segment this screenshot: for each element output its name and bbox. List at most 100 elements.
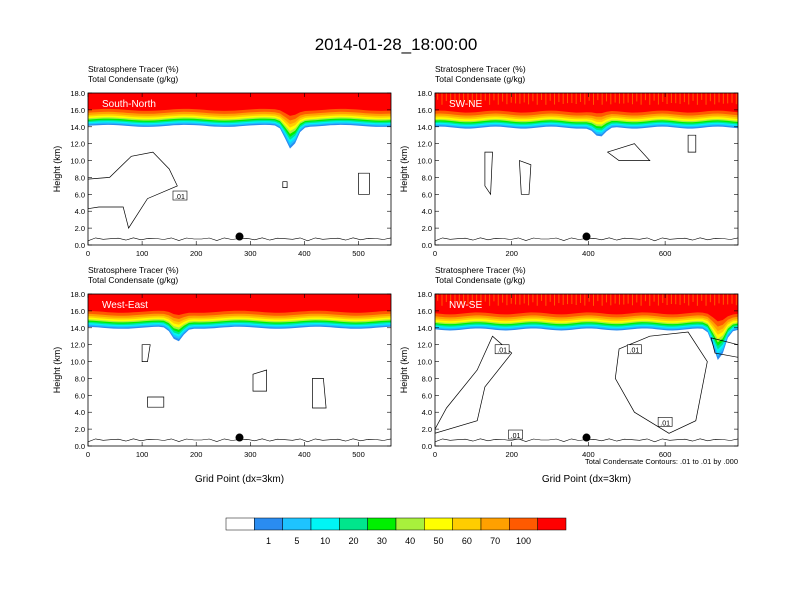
- tracer-streak: [601, 93, 603, 105]
- y-tick-label: 0.0: [75, 442, 85, 451]
- plot-area: .01: [88, 93, 391, 245]
- x-tick-label: 400: [582, 450, 595, 459]
- tracer-streak: [701, 93, 703, 100]
- tracer-streak: [454, 93, 456, 103]
- colorbar-swatch: [339, 517, 368, 531]
- y-tick-label: 6.0: [75, 391, 85, 400]
- y-axis-label: Height (km): [399, 347, 409, 394]
- tracer-streak: [614, 93, 616, 103]
- x-tick-label: 200: [505, 450, 518, 459]
- y-tick-label: 6.0: [422, 391, 432, 400]
- location-marker: [235, 232, 244, 241]
- y-tick-label: 18.0: [417, 290, 432, 299]
- tracer-streak: [567, 93, 569, 104]
- tracer-streak: [649, 294, 651, 306]
- x-tick-label: 600: [659, 450, 672, 459]
- tracer-streak: [688, 93, 690, 105]
- tracer-streak: [610, 294, 612, 306]
- y-tick-label: 16.0: [70, 307, 85, 316]
- contour-label-box: [508, 429, 523, 440]
- contour-label-box: [172, 190, 188, 201]
- tracer-streak: [532, 294, 534, 303]
- y-tick-label: 16.0: [417, 307, 432, 316]
- colorbar-swatch: [395, 517, 425, 531]
- tracer-streak: [718, 294, 720, 304]
- tracer-streak: [506, 93, 508, 105]
- location-marker: [582, 433, 591, 442]
- tracer-streak: [597, 294, 599, 302]
- tracer-streak: [571, 93, 573, 104]
- condensate-contour: [312, 378, 327, 409]
- tracer-streak: [536, 93, 538, 105]
- tracer-streak: [644, 294, 646, 302]
- colorbar-legend: 1 5 10 20 30 40 50 60 70 100: [225, 517, 567, 546]
- tracer-streak: [441, 294, 443, 306]
- tracer-streak: [502, 294, 504, 303]
- panel-title-line: Total Condensate (g/kg): [435, 275, 525, 285]
- tracer-streak: [562, 93, 564, 104]
- tracer-streak: [679, 93, 681, 104]
- tracer-streak: [735, 93, 737, 105]
- tracer-streak: [489, 294, 491, 306]
- tracer-streak: [618, 294, 620, 305]
- tracer-streak: [458, 294, 460, 305]
- tracer-streak: [497, 93, 499, 105]
- colorbar-swatch: [480, 517, 510, 531]
- tracer-streak: [731, 93, 733, 103]
- colorbar-swatch: [310, 517, 340, 531]
- tracer-band: [88, 93, 391, 116]
- tracer-streak: [450, 93, 452, 105]
- x-tick-label: 200: [190, 249, 203, 258]
- x-tick-label: 400: [582, 249, 595, 258]
- tracer-streak: [541, 294, 543, 301]
- y-tick-label: 6.0: [75, 190, 85, 199]
- plot-frame: [87, 92, 392, 246]
- tracer-streak: [458, 93, 460, 104]
- contour-label: .01: [660, 420, 670, 427]
- tracer-streak: [519, 93, 521, 104]
- tracer-streak: [554, 93, 556, 105]
- tracer-streak: [735, 294, 737, 306]
- tracer-streak: [666, 93, 668, 105]
- tracer-streak: [722, 93, 724, 104]
- tracer-streak: [705, 294, 707, 306]
- colorbar-swatch: [367, 517, 397, 531]
- tracer-streak: [528, 93, 530, 105]
- tracer-streak: [562, 294, 564, 305]
- tracer-streak: [727, 93, 729, 104]
- tracer-streak: [640, 93, 642, 105]
- tracer-streak: [709, 294, 711, 303]
- tracer-streak: [627, 93, 629, 103]
- colorbar-label: 50: [433, 536, 443, 546]
- plot-area: .01 .01 .01 .01: [435, 294, 738, 446]
- x-axis-label: Grid Point (dx=3km): [542, 474, 631, 485]
- colorbar-swatch: [424, 517, 453, 531]
- tracer-streak: [519, 294, 521, 305]
- y-tick-label: 18.0: [70, 290, 85, 299]
- x-tick-label: 400: [298, 249, 311, 258]
- colorbar-label: 40: [405, 536, 415, 546]
- tracer-streak: [445, 294, 447, 303]
- y-tick-label: 18.0: [70, 89, 85, 98]
- colorbar-swatch: [509, 517, 538, 531]
- tracer-streak: [662, 294, 664, 303]
- tracer-streak: [696, 93, 698, 105]
- tracer-band: [88, 294, 391, 315]
- tracer-streak: [718, 93, 720, 103]
- tracer-streak: [523, 294, 525, 304]
- contour-label: .01: [511, 433, 521, 440]
- tracer-streak: [584, 93, 586, 105]
- y-tick-label: 14.0: [417, 123, 432, 132]
- tracer-streak: [692, 294, 694, 302]
- tracer-streak: [484, 93, 486, 101]
- colorbar-label: 10: [320, 536, 330, 546]
- tracer-streak: [657, 294, 659, 306]
- panel-sw-ne: Stratosphere Tracer (%)Total Condensate …: [399, 64, 739, 258]
- figure-title: 2014-01-28_18:00:00: [315, 35, 478, 54]
- x-tick-label: 100: [136, 450, 149, 459]
- tracer-streak: [441, 93, 443, 105]
- colorbar-label: 5: [294, 536, 299, 546]
- tracer-streak: [605, 294, 607, 303]
- condensate-contour: [147, 396, 165, 408]
